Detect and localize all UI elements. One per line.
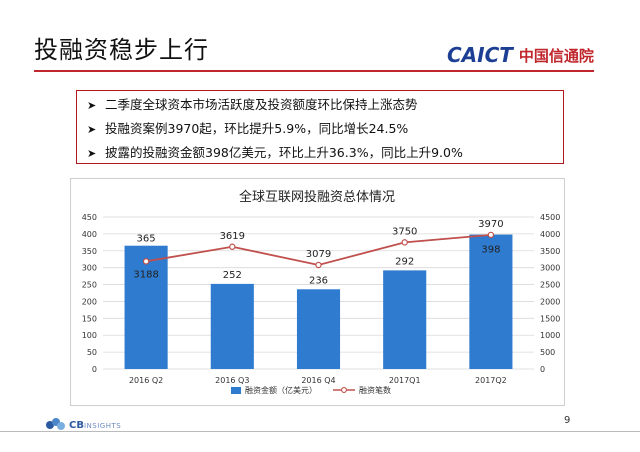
bar-data-label: 236 (309, 275, 328, 286)
bar (210, 283, 254, 369)
x-tick-label: 2016 Q3 (215, 376, 249, 385)
x-tick-label: 2017Q2 (475, 376, 507, 385)
bullet-text: 披露的投融资金额398亿美元，环比上升36.3%，同比上升9.0% (105, 145, 463, 160)
x-tick-label: 2016 Q4 (301, 376, 335, 385)
chart-title: 全球互联网投融资总体情况 (239, 189, 395, 205)
page-number: 9 (564, 415, 571, 426)
slide-title: 投融资稳步上行 (34, 36, 209, 64)
y-left-tick-label: 0 (92, 365, 97, 374)
summary-bullet: ➤ 二季度全球资本市场活跃度及投资额度环比保持上涨态势 (87, 93, 553, 117)
y-right-tick-label: 2000 (540, 297, 560, 306)
legend-line-label: 融资笔数 (359, 385, 391, 395)
bar-data-label: 365 (137, 234, 156, 245)
logo-caict-text: CAICT (447, 43, 513, 67)
bar (296, 289, 341, 369)
legend-line-marker (341, 387, 347, 393)
line-data-label: 3188 (133, 269, 158, 280)
logo-cn-text: 中国信通院 (518, 46, 594, 65)
line-point (401, 239, 408, 246)
line-point (487, 231, 495, 239)
y-left-tick-label: 300 (82, 264, 97, 273)
summary-bullet: ➤ 投融资案例3970起，环比提升5.9%，同比增长24.5% (87, 117, 553, 141)
arrow-bullet-icon: ➤ (87, 147, 97, 160)
y-left-tick-label: 50 (87, 348, 97, 357)
bullet-text: 投融资案例3970起，环比提升5.9%，同比增长24.5% (105, 121, 409, 136)
y-left-tick-label: 200 (82, 297, 97, 306)
line-point (229, 243, 236, 250)
bar-series (124, 234, 513, 369)
y-left-tick-label: 450 (82, 213, 97, 222)
bullet-text: 二季度全球资本市场活跃度及投资额度环比保持上涨态势 (105, 97, 418, 112)
y-right-tick-label: 3500 (540, 247, 560, 256)
y-left-tick-label: 150 (82, 314, 97, 323)
x-tick-label: 2017Q1 (389, 376, 421, 385)
x-tick-label: 2016 Q2 (129, 376, 163, 385)
bar (124, 245, 168, 369)
y-right-tick-label: 1500 (540, 314, 560, 323)
line-data-label: 3079 (306, 249, 331, 260)
line-data-label: 3750 (392, 226, 417, 237)
caict-logo: CAICT 中国信通院 (447, 43, 594, 67)
y-left-tick-label: 250 (82, 281, 97, 290)
y-right-tick-label: 500 (540, 348, 555, 357)
y-left-tick-label: 400 (82, 230, 97, 239)
footer-divider (0, 431, 640, 432)
cb-logo-text: CBINSIGHTS (69, 420, 121, 431)
y-left-tick-label: 100 (82, 331, 97, 340)
bar (469, 234, 513, 369)
bar-data-label: 252 (223, 270, 242, 281)
line-point (142, 258, 150, 265)
y-left-tick-label: 350 (82, 247, 97, 256)
legend-bar-swatch (231, 387, 241, 394)
summary-bullet: ➤ 披露的投融资金额398亿美元，环比上升36.3%，同比上升9.0% (87, 141, 553, 165)
summary-box: ➤ 二季度全球资本市场活跃度及投资额度环比保持上涨态势 ➤ 投融资案例3970起，环… (76, 90, 564, 164)
line-data-label: 3970 (478, 219, 503, 230)
axis-labels: 0501001502002503003504004500500100015002… (82, 213, 561, 385)
line-series (142, 231, 495, 269)
y-right-tick-label: 1000 (540, 331, 560, 340)
line-point (315, 261, 322, 269)
cb-insights-logo: CBINSIGHTS (46, 418, 121, 432)
cb-logo-sub: INSIGHTS (83, 421, 122, 430)
arrow-bullet-icon: ➤ (87, 123, 97, 136)
chart-container: 全球互联网投融资总体情况 0 50 100 150 200 250 300 350 400 450… (70, 178, 565, 406)
legend-bar-label: 融资金额（亿美元） (245, 385, 317, 395)
line-data-label: 3619 (220, 231, 245, 242)
y-right-tick-label: 2500 (540, 281, 560, 290)
y-right-tick-label: 4500 (540, 213, 560, 222)
bar-data-label: 292 (395, 256, 414, 267)
cb-logo-mark-icon (46, 418, 66, 432)
chart-legend: 融资金额（亿美元） 融资笔数 (231, 385, 391, 395)
y-right-tick-label: 4000 (540, 230, 560, 239)
cb-logo-main: CB (69, 419, 84, 431)
y-right-tick-label: 3000 (540, 264, 560, 273)
arrow-bullet-icon: ➤ (87, 99, 97, 112)
bar-data-label: 398 (481, 245, 500, 256)
title-divider (34, 70, 594, 72)
y-right-tick-label: 0 (540, 365, 545, 374)
bar (383, 270, 427, 369)
investment-chart: 全球互联网投融资总体情况 0 50 100 150 200 250 300 350 400 450… (82, 189, 561, 395)
